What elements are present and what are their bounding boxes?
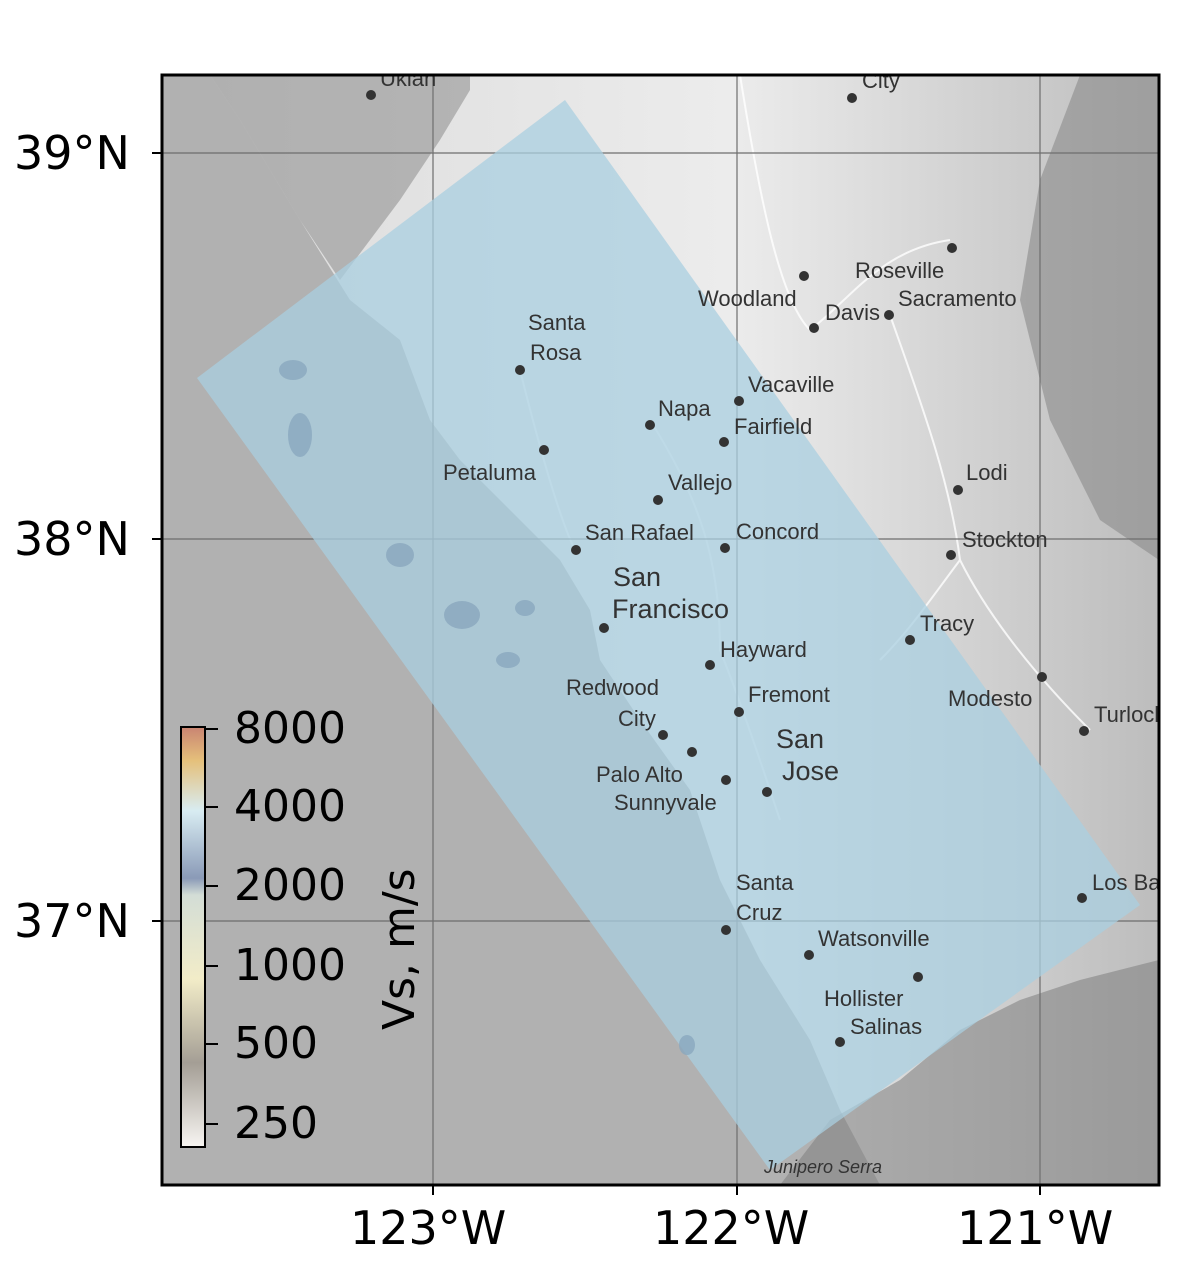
city-label: Woodland [698,286,797,311]
city-marker [720,543,730,553]
city-marker [946,550,956,560]
colorbar-tick-2000: 2000 [234,860,346,911]
city-label: Vacaville [748,372,834,397]
city-label: Modesto [948,686,1032,711]
map-frame [160,73,1161,1187]
colorbar-ticks [205,728,218,1125]
coast-range-relief [210,75,470,280]
lon-label-123: 123°W [350,1201,507,1255]
lon-label-121: 121°W [957,1201,1114,1255]
city-marker [762,787,772,797]
city-label: Hayward [720,637,807,662]
city-marker [913,972,923,982]
city-marker [719,437,729,447]
city-label: Sacramento [898,286,1017,311]
city-marker [687,747,697,757]
colorbar-tick-500: 500 [234,1018,318,1069]
santa-lucia-relief [780,960,1159,1185]
lon-ticks [432,1185,1041,1195]
city-label: Watsonville [818,926,930,951]
city-label: Fremont [748,682,830,707]
basemap: Ukiah City Roseville Woodland Davis Sacrament… [162,66,1196,1185]
city-label: Salinas [850,1014,922,1039]
city-marker [571,545,581,555]
city-marker [515,365,525,375]
city-label: Santa [528,310,586,335]
city-label: Palo Alto [596,762,683,787]
city-label: Ukiah [380,66,436,91]
city-label: San [776,724,824,754]
lat-label-39: 39°N [14,126,130,180]
colorbar-tick-4000: 4000 [234,781,346,832]
city-label: Concord [736,519,819,544]
colorbar-title: Vs, m/s [374,868,425,1030]
lat-label-37: 37°N [14,894,130,948]
city-marker [804,950,814,960]
city-label: Petaluma [443,460,537,485]
city-label: City [862,68,900,93]
city-label: Cruz [736,900,782,925]
city-label: Jose [782,756,839,786]
city-label: Vallejo [668,470,732,495]
city-label: Davis [825,300,880,325]
city-marker [734,396,744,406]
city-label: Redwood [566,675,659,700]
city-marker [905,635,915,645]
city-label: Rosa [530,340,582,365]
city-label: Napa [658,396,711,421]
vs-model-overlay [197,100,1140,1170]
city-label: Santa [736,870,794,895]
city-label: San [613,562,661,592]
colorbar-tick-8000: 8000 [234,703,346,754]
city-label: Roseville [855,258,944,283]
city-label: Stockton [962,527,1048,552]
city-marker [721,925,731,935]
city-marker [947,243,957,253]
city-marker [884,310,894,320]
city-label: Tracy [920,611,974,636]
city-marker [799,271,809,281]
city-label: Francisco [612,594,729,624]
city-label: Junipero Serra [763,1157,882,1177]
city-marker [1077,893,1087,903]
city-label: Sunnyvale [614,790,717,815]
colorbar [180,726,206,1148]
city-marker [809,323,819,333]
low-velocity-patches [279,360,695,1055]
city-marker [599,623,609,633]
lat-label-38: 38°N [14,512,130,566]
city-marker [366,90,376,100]
city-marker [539,445,549,455]
lon-label-122: 122°W [653,1201,810,1255]
colorbar-tick-1000: 1000 [234,940,346,991]
colorbar-tick-250: 250 [234,1098,318,1149]
city-marker [1079,726,1089,736]
city-marker [1037,672,1047,682]
city-marker [734,707,744,717]
city-marker [645,420,655,430]
city-marker [835,1037,845,1047]
city-label: Hollister [824,986,903,1011]
city-marker [847,93,857,103]
city-marker [653,495,663,505]
city-label: Turlock [1094,702,1166,727]
city-marker [953,485,963,495]
city-label: City [618,706,656,731]
city-markers [366,90,1089,1047]
city-label: Lodi [966,460,1008,485]
city-label: San Rafael [585,520,694,545]
sierra-relief [1020,75,1159,560]
city-label: Los Banos [1092,870,1196,895]
city-label: Fairfield [734,414,812,439]
city-marker [658,730,668,740]
city-marker [721,775,731,785]
city-labels: Ukiah City Roseville Woodland Davis Sacrament… [380,66,1196,1177]
lat-ticks [152,152,162,922]
city-marker [705,660,715,670]
